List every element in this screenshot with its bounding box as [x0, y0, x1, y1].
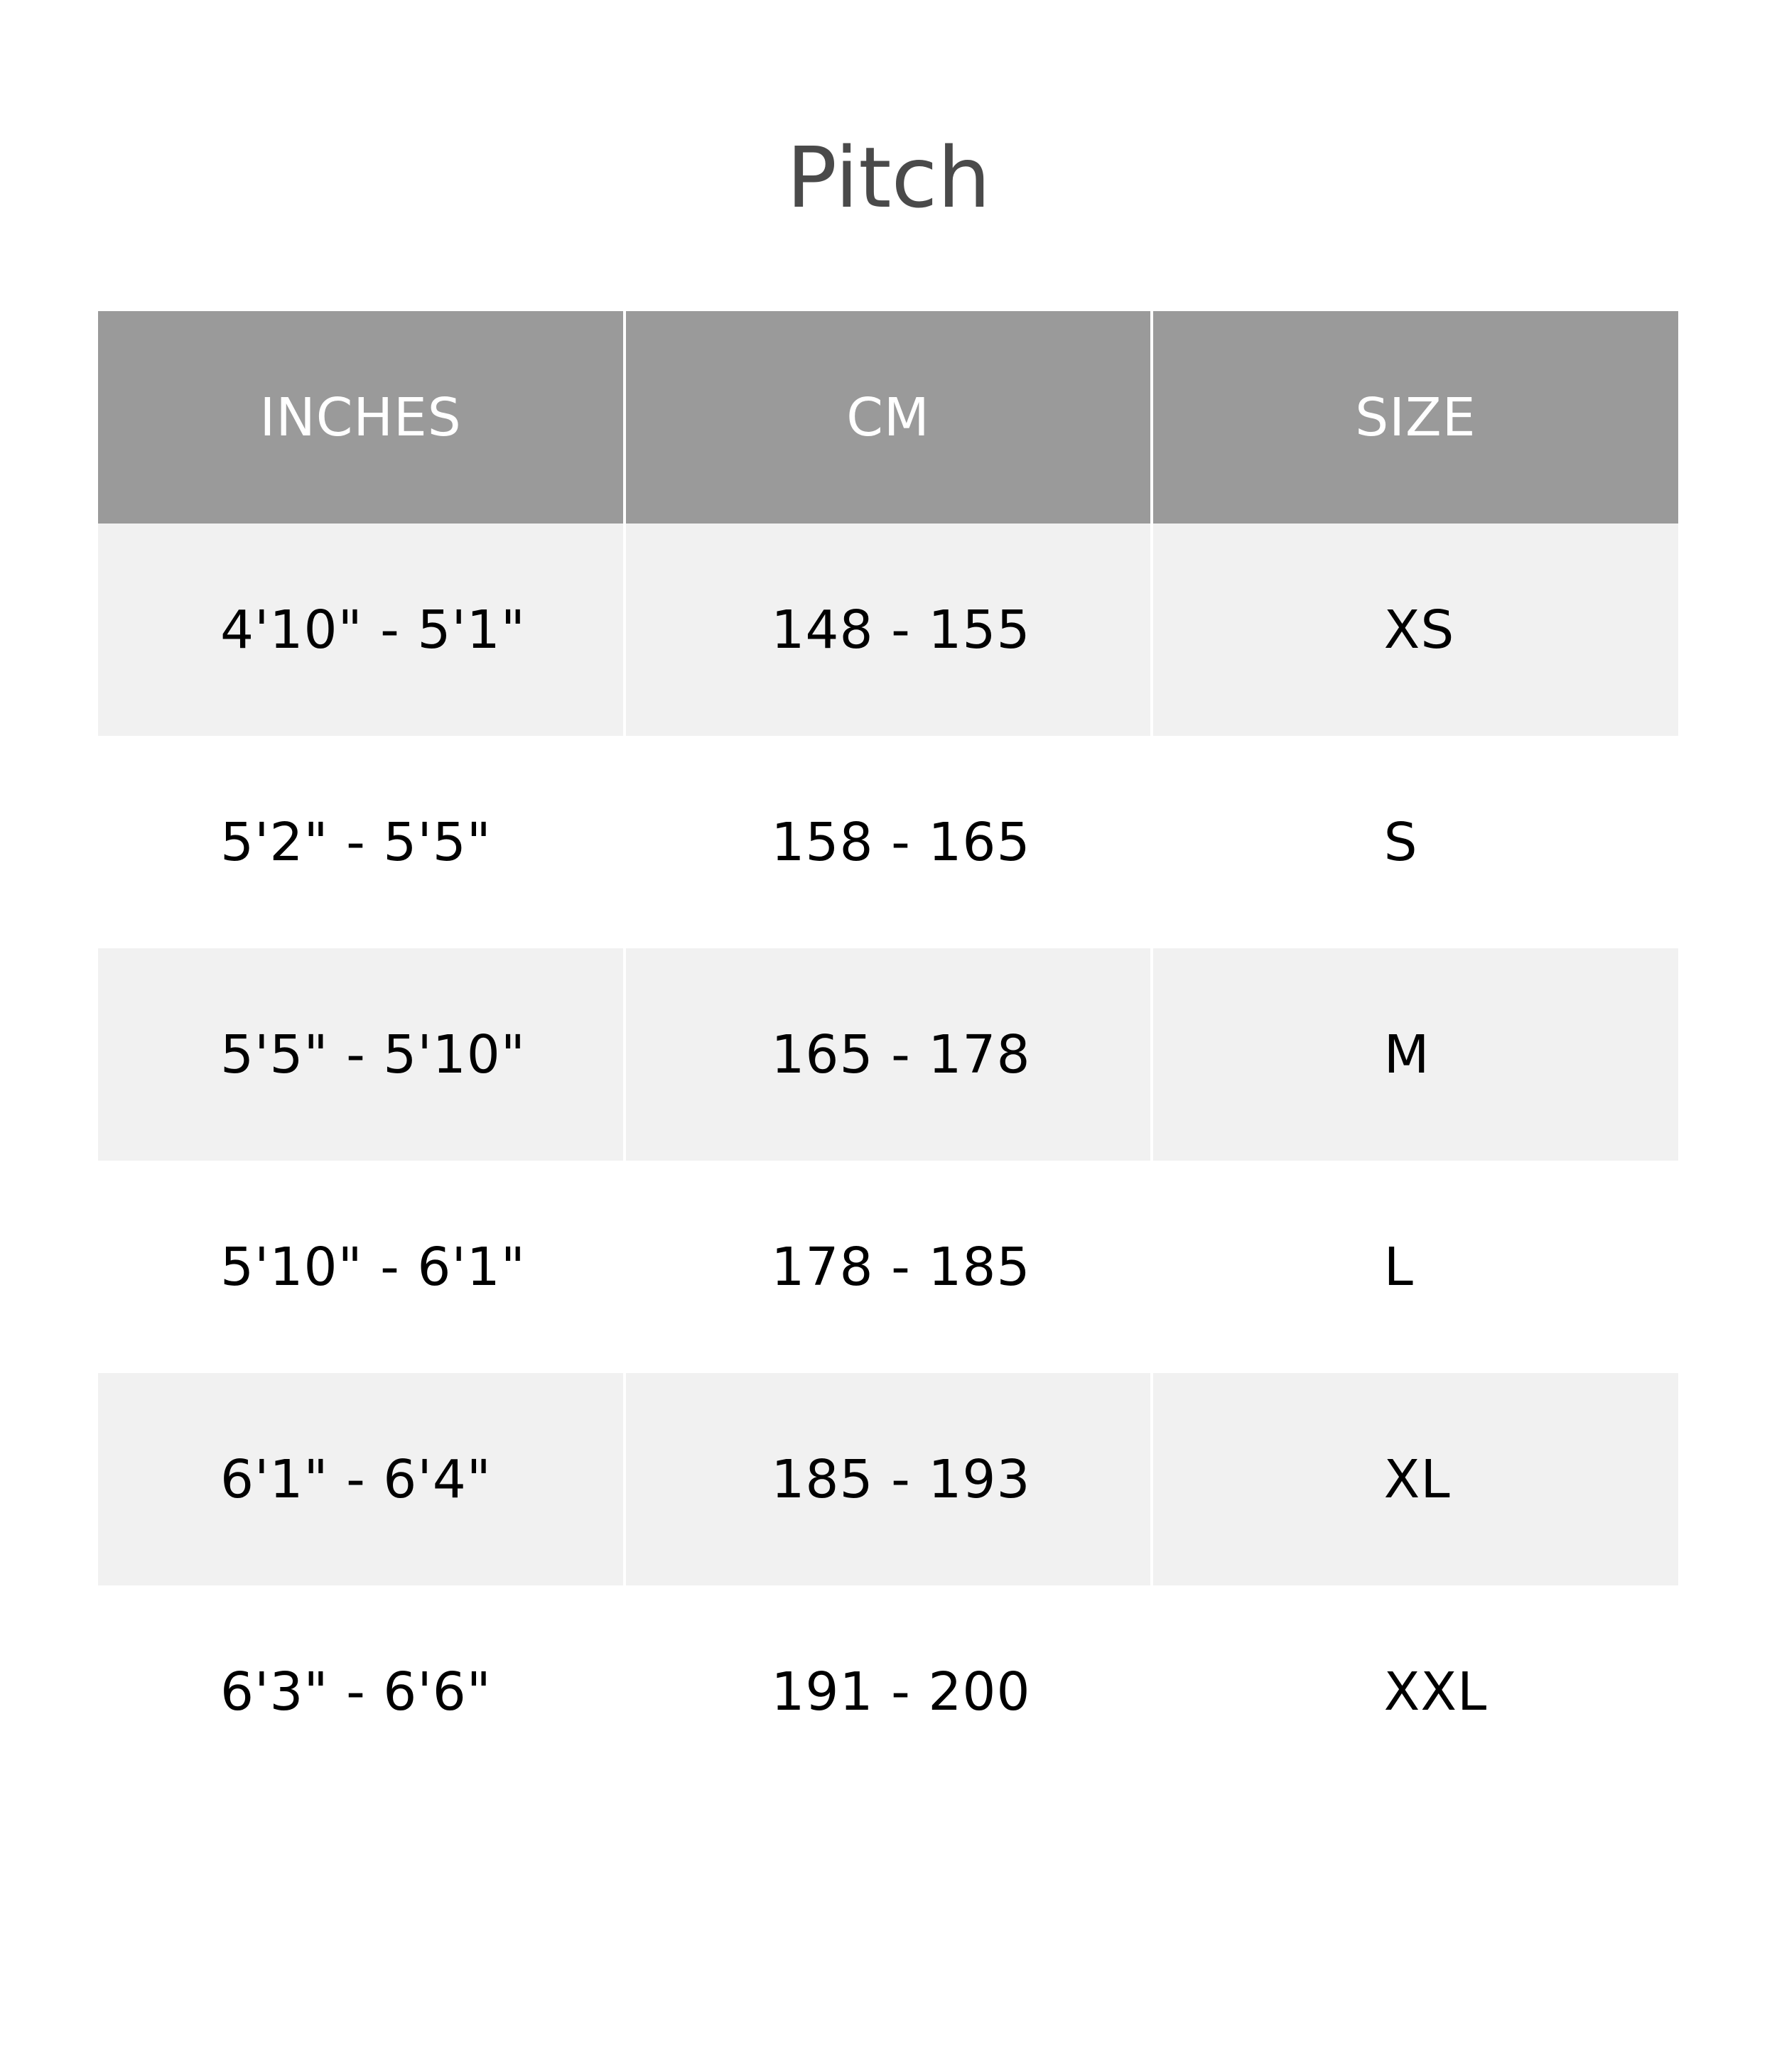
- header-inches: INCHES: [98, 311, 627, 524]
- cell-size: S: [1150, 736, 1678, 948]
- cell-size: XL: [1150, 1373, 1678, 1585]
- cell-cm: 148 - 155: [623, 524, 1153, 736]
- table-row: 4'10" - 5'1" 148 - 155 XS: [98, 524, 1678, 736]
- header-cm: CM: [623, 311, 1153, 524]
- cell-cm: 178 - 185: [623, 1161, 1153, 1373]
- table-row: 6'3" - 6'6" 191 - 200 XXL: [98, 1585, 1678, 1798]
- header-size: SIZE: [1150, 311, 1678, 524]
- cell-size: XXL: [1150, 1585, 1678, 1798]
- cell-inches: 4'10" - 5'1": [98, 524, 627, 736]
- table-header-row: INCHES CM SIZE: [98, 311, 1678, 524]
- cell-inches: 6'3" - 6'6": [98, 1585, 627, 1798]
- cell-size: M: [1150, 948, 1678, 1161]
- table-row: 5'5" - 5'10" 165 - 178 M: [98, 948, 1678, 1161]
- table-row: 6'1" - 6'4" 185 - 193 XL: [98, 1373, 1678, 1585]
- cell-inches: 6'1" - 6'4": [98, 1373, 627, 1585]
- cell-size: XS: [1150, 524, 1678, 736]
- cell-inches: 5'5" - 5'10": [98, 948, 627, 1161]
- table-row: 5'10" - 6'1" 178 - 185 L: [98, 1161, 1678, 1373]
- cell-cm: 165 - 178: [623, 948, 1153, 1161]
- cell-inches: 5'2" - 5'5": [98, 736, 627, 948]
- cell-cm: 185 - 193: [623, 1373, 1153, 1585]
- cell-cm: 158 - 165: [623, 736, 1153, 948]
- page-title: Pitch: [786, 129, 991, 227]
- cell-size: L: [1150, 1161, 1678, 1373]
- cell-inches: 5'10" - 6'1": [98, 1161, 627, 1373]
- size-chart-table: INCHES CM SIZE 4'10" - 5'1" 148 - 155 XS…: [98, 311, 1678, 1798]
- table-row: 5'2" - 5'5" 158 - 165 S: [98, 736, 1678, 948]
- cell-cm: 191 - 200: [623, 1585, 1153, 1798]
